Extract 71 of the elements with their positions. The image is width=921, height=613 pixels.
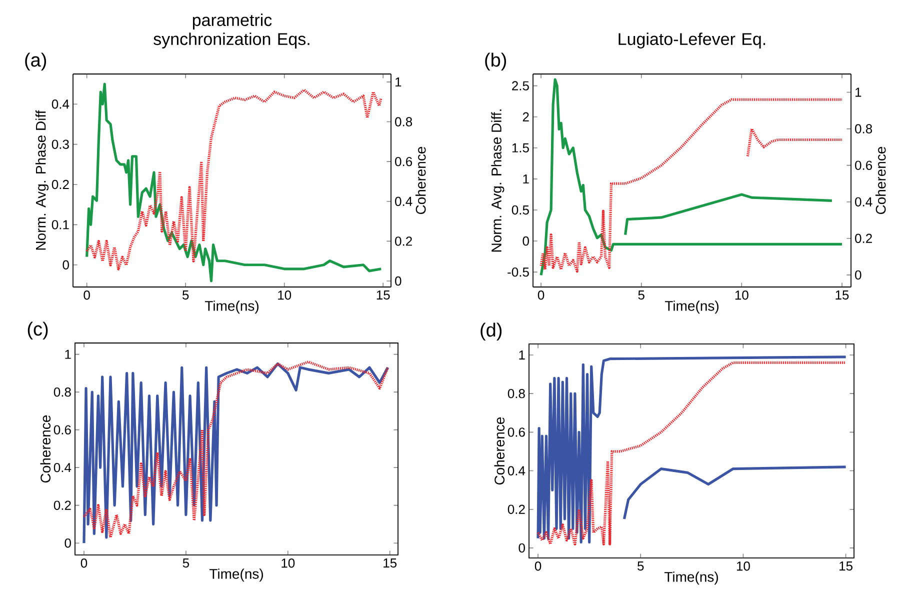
y-tick-label: 1.5 — [512, 143, 529, 152]
x-tick-label: 5 — [638, 562, 644, 571]
y2-tick-label: 0.4 — [855, 197, 872, 206]
x-tick-label: 5 — [182, 558, 190, 568]
y2-tick-label: 1 — [396, 77, 402, 86]
x-axis-title: Time(ns) — [204, 300, 258, 314]
x-tick-label: 10 — [736, 562, 750, 571]
chart-title: Lugiato-Lefever Eq. — [618, 32, 766, 48]
y2-tick-label: 0.2 — [395, 236, 412, 246]
x-tick-label: 15 — [840, 562, 852, 571]
y-axis-title: Norm. Avg. Phase Diff. — [491, 110, 504, 252]
y2-tick-label: 1 — [856, 88, 862, 97]
y-tick-label: 0.6 — [54, 425, 71, 434]
y-tick-label: 0.3 — [52, 140, 69, 149]
x-tick-label: 0 — [534, 562, 542, 571]
y2-tick-label: 0.8 — [395, 117, 412, 126]
y-axis-title: Coherence — [494, 417, 505, 485]
text: (a) — [25, 52, 46, 70]
y-tick-label: 0.2 — [52, 180, 69, 190]
y-tick-label: 0.1 — [52, 220, 69, 230]
y2-axis-title: Coherence — [875, 146, 886, 214]
y2-tick-label: 0.4 — [395, 196, 412, 206]
y-axis-title: Coherence — [40, 415, 51, 483]
y-tick-label: 1 — [519, 350, 525, 360]
y-tick-label: 0.5 — [512, 205, 529, 215]
y-tick-label: 0.2 — [54, 500, 71, 510]
y-tick-label: 0.2 — [508, 504, 525, 514]
x-tick-label: 10 — [735, 290, 748, 300]
y-tick-label: 0 — [64, 538, 71, 548]
y2-tick-label: 0.8 — [855, 124, 872, 134]
y-tick-label: 1 — [65, 350, 71, 359]
x-tick-label: 15 — [836, 290, 849, 300]
y-tick-label: 1 — [523, 174, 529, 184]
x-tick-label: 10 — [282, 558, 295, 568]
text: (b) — [485, 52, 506, 70]
x-tick-label: 5 — [182, 290, 189, 300]
y-tick-label: 0 — [522, 236, 529, 246]
y-tick-label: 2.5 — [512, 81, 529, 90]
x-tick-label: 10 — [278, 290, 292, 300]
y2-tick-label: 0.2 — [855, 234, 872, 243]
y-tick-label: 0.4 — [508, 466, 526, 476]
y2-tick-label: 0.6 — [395, 156, 412, 166]
y2-tick-label: 0.6 — [855, 160, 872, 170]
line-series — [622, 466, 848, 520]
x-axis-title: Time(ns) — [664, 572, 718, 585]
y-tick-label: -0.5 — [508, 267, 529, 277]
y-tick-label: 0 — [62, 260, 69, 270]
text: (c) — [28, 322, 48, 340]
y-tick-label: 0.4 — [54, 462, 72, 472]
text: (d) — [480, 322, 502, 340]
x-axis-title: Time(ns) — [209, 568, 263, 582]
x-tick-label: 15 — [376, 290, 390, 300]
x-tick-label: 0 — [80, 558, 88, 568]
y-tick-label: 0 — [518, 543, 525, 553]
y2-tick-label: 0 — [395, 276, 402, 286]
line-series — [746, 127, 844, 158]
chart-title: parametric synchronization Eqs. — [154, 14, 310, 48]
y-tick-label: 2 — [522, 112, 529, 122]
x-tick-label: 15 — [384, 558, 397, 568]
y-tick-label: 0.6 — [508, 428, 525, 437]
x-axis-title: Time(ns) — [664, 300, 718, 314]
y-tick-label: 0.8 — [54, 387, 71, 397]
y-tick-label: 0.4 — [52, 100, 70, 109]
x-tick-label: 0 — [538, 290, 544, 300]
line-series — [624, 193, 834, 236]
y-axis-title: Norm. Avg. Phase Diff — [35, 110, 49, 250]
x-tick-label: 5 — [638, 290, 644, 300]
y-tick-label: 0.8 — [508, 388, 525, 398]
y2-axis-title: Coherence — [415, 146, 426, 214]
y2-tick-label: 0 — [855, 270, 862, 280]
x-tick-label: 0 — [84, 290, 90, 300]
